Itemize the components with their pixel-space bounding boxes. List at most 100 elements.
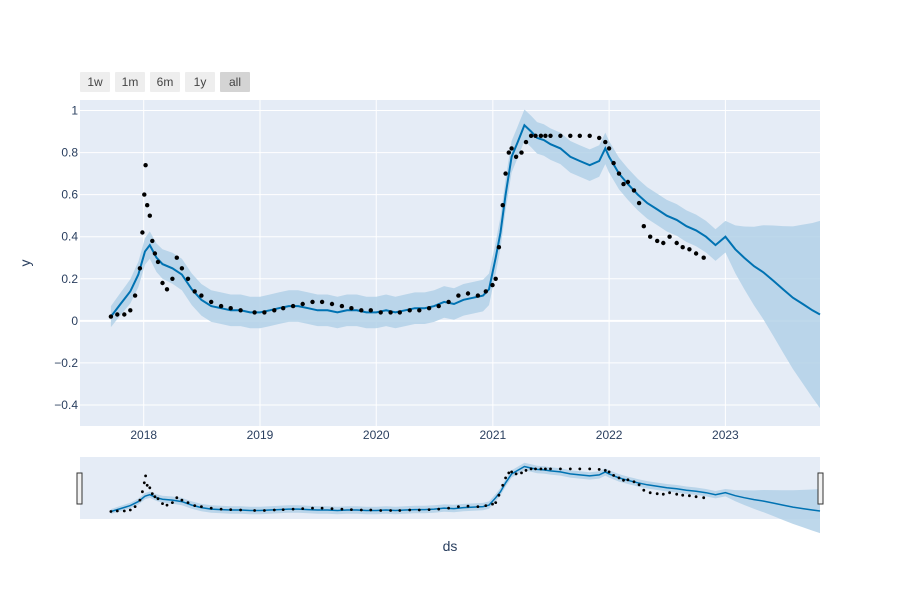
slider-actual-point <box>648 491 652 495</box>
range-slider-handle-right[interactable] <box>817 472 824 505</box>
slider-actual-point <box>301 507 305 510</box>
slider-actual-point <box>165 503 169 507</box>
slider-actual-point <box>520 471 523 475</box>
slider-actual-point <box>115 509 119 513</box>
slider-actual-point <box>668 491 671 495</box>
x-tick-label: 2022 <box>596 428 623 442</box>
actual-point <box>548 133 553 138</box>
slider-actual-point <box>379 509 383 512</box>
slider-actual-point <box>603 469 607 472</box>
slider-actual-point <box>369 508 373 512</box>
y-tick-label: 0.8 <box>61 146 78 160</box>
y-tick-label: −0.2 <box>54 356 78 370</box>
actual-point <box>496 245 502 250</box>
slider-actual-point <box>350 508 353 511</box>
actual-point <box>509 146 514 151</box>
actual-point <box>456 293 461 298</box>
actual-point <box>155 259 161 265</box>
slider-actual-point <box>484 504 488 507</box>
slider-actual-point <box>457 505 460 508</box>
actual-point <box>228 306 233 311</box>
x-axis-title: ds <box>443 538 458 554</box>
slider-actual-point <box>330 507 334 510</box>
slider-actual-point <box>229 508 233 511</box>
actual-point <box>621 181 626 187</box>
actual-point <box>329 301 335 307</box>
actual-point <box>174 255 179 260</box>
range-button-6m[interactable]: 6m <box>150 72 180 92</box>
slider-actual-point <box>144 474 148 478</box>
actual-point <box>388 310 393 315</box>
slider-actual-point <box>156 497 160 501</box>
actual-point <box>152 251 158 256</box>
slider-actual-point <box>632 480 636 484</box>
actual-point <box>597 135 602 141</box>
range-button-all[interactable]: all <box>220 72 250 92</box>
x-tick-label: 2018 <box>130 428 157 442</box>
actual-point <box>446 299 451 305</box>
slider-actual-point <box>494 501 498 504</box>
y-tick-label: −0.4 <box>54 398 78 412</box>
actual-point <box>655 238 660 244</box>
actual-point <box>300 301 305 307</box>
slider-actual-point <box>109 510 113 513</box>
actual-point <box>693 251 699 256</box>
slider-actual-point <box>281 508 285 511</box>
slider-actual-point <box>150 492 154 496</box>
slider-actual-point <box>510 470 513 474</box>
slider-actual-point <box>642 488 646 492</box>
actual-point <box>115 312 120 317</box>
actual-point <box>128 308 133 313</box>
range-button-1w[interactable]: 1w <box>80 72 110 92</box>
slider-actual-point <box>549 467 552 471</box>
slider-actual-point <box>578 467 582 471</box>
slider-actual-point <box>141 490 144 494</box>
x-tick-label: 2021 <box>479 428 506 442</box>
range-button-1y[interactable]: 1y <box>185 72 215 92</box>
range-slider-handle-left[interactable] <box>76 472 83 505</box>
actual-point <box>378 310 383 315</box>
actual-point <box>538 133 544 138</box>
actual-point <box>142 192 147 197</box>
y-tick-label: 0.6 <box>61 188 78 202</box>
slider-actual-point <box>491 502 494 506</box>
slider-actual-point <box>320 506 324 510</box>
y-tick-label: 1 <box>71 104 78 118</box>
slider-actual-point <box>637 483 641 487</box>
actual-point <box>636 200 642 206</box>
actual-point <box>641 224 646 229</box>
actual-point <box>490 282 495 288</box>
actual-points-layer <box>108 133 706 319</box>
range-selector: 1w 1m 6m 1y all <box>80 72 250 92</box>
actual-point <box>503 171 508 176</box>
y-tick-label: 0 <box>71 314 78 328</box>
slider-actual-point <box>675 492 679 496</box>
y-tick-label: 0.2 <box>61 272 78 286</box>
y-tick-label: 0.4 <box>61 230 78 244</box>
slider-actual-point <box>661 492 665 496</box>
y-axis-title: y <box>17 260 33 267</box>
slider-actual-point <box>209 506 213 510</box>
forecast-line <box>110 123 821 318</box>
actual-point <box>701 255 706 260</box>
slider-actual-point <box>272 508 276 512</box>
tick-label-layer: 1 0.8 0.6 0.4 0.2 0 −0.2 −0.4 2018 2019 2020 2021 20… <box>54 104 739 442</box>
main-plot-area[interactable] <box>80 100 820 426</box>
actual-point <box>262 310 267 315</box>
actual-point <box>426 306 432 311</box>
actual-point <box>143 163 148 168</box>
slider-actual-point <box>193 504 197 507</box>
slider-actual-point <box>655 492 659 496</box>
actual-point <box>108 314 114 319</box>
actual-point <box>281 306 286 311</box>
actual-point <box>122 312 127 317</box>
slider-actual-point <box>186 501 190 504</box>
slider-actual-point <box>529 467 533 471</box>
actual-point <box>199 293 204 298</box>
actual-point <box>185 276 191 281</box>
actual-point <box>631 188 637 193</box>
slider-actual-point <box>161 502 164 505</box>
slider-actual-point <box>138 498 142 502</box>
range-button-1m[interactable]: 1m <box>115 72 145 92</box>
actual-point <box>290 303 296 309</box>
